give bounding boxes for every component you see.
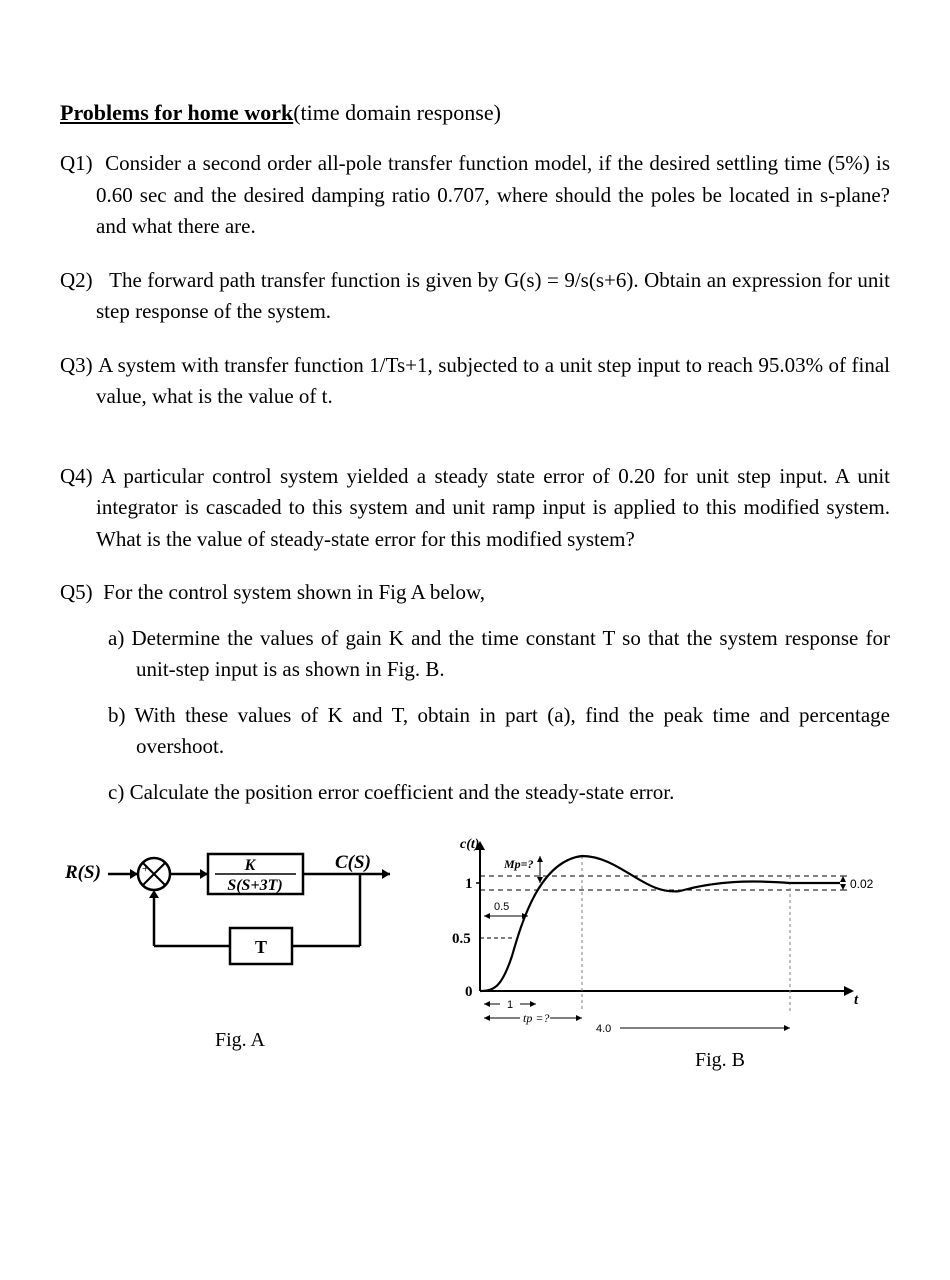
response-plot-svg: c(t) 1 0.5 0 0.02 — [440, 836, 880, 1036]
q5-label: Q5) — [60, 580, 93, 604]
output-label: C(S) — [335, 852, 371, 873]
q1-text: Consider a second order all-pole transfe… — [96, 151, 890, 238]
question-3: Q3) A system with transfer function 1/Ts… — [60, 350, 890, 413]
block-diagram-svg: R(S) + − K S(S+3T) — [60, 836, 420, 1016]
q5-text: For the control system shown in Fig A be… — [103, 580, 485, 604]
tp-label: tp =? — [523, 1011, 549, 1025]
q4-text: A particular control system yielded a st… — [96, 464, 890, 551]
title-underline: Problems for home work — [60, 100, 293, 125]
figure-b-caption: Fig. B — [560, 1049, 880, 1072]
q1-label: Q1) — [60, 151, 93, 175]
figure-a: R(S) + − K S(S+3T) — [60, 836, 420, 1052]
question-1: Q1) Consider a second order all-pole tra… — [60, 148, 890, 243]
q5-part-c: c) Calculate the position error coeffici… — [60, 777, 890, 809]
question-2: Q2) The forward path transfer function i… — [60, 265, 890, 328]
figures-row: R(S) + − K S(S+3T) — [60, 836, 890, 1072]
block-numerator: K — [244, 857, 257, 874]
x-axis-label: t — [854, 992, 859, 1008]
q2-text: The forward path transfer function is gi… — [96, 268, 890, 324]
ytick-0: 0 — [465, 984, 473, 1000]
block-denominator: S(S+3T) — [227, 877, 282, 894]
inner-05: 0.5 — [494, 901, 509, 913]
x-1: 1 — [507, 999, 513, 1011]
ytick-05: 0.5 — [452, 931, 471, 947]
mp-label: Mp=? — [503, 857, 534, 871]
page-title: Problems for home work(time domain respo… — [60, 100, 890, 126]
q3-text: A system with transfer function 1/Ts+1, … — [96, 353, 890, 409]
y-axis-label: c(t) — [460, 837, 479, 852]
q5-part-b: b) With these values of K and T, obtain … — [60, 700, 890, 763]
title-tail: (time domain response) — [293, 100, 501, 125]
right-002: 0.02 — [850, 877, 874, 891]
feedback-block: T — [255, 937, 267, 957]
q3-label: Q3) — [60, 353, 93, 377]
q2-label: Q2) — [60, 268, 93, 292]
question-4: Q4) A particular control system yielded … — [60, 461, 890, 556]
input-label: R(S) — [64, 862, 101, 883]
q4-label: Q4) — [60, 464, 93, 488]
q5-part-a: a) Determine the values of gain K and th… — [60, 623, 890, 686]
svg-text:+: + — [142, 861, 149, 875]
figure-a-caption: Fig. A — [60, 1029, 420, 1052]
x-4: 4.0 — [596, 1023, 611, 1035]
question-5: Q5) For the control system shown in Fig … — [60, 577, 890, 609]
ytick-1: 1 — [465, 876, 473, 892]
figure-b: c(t) 1 0.5 0 0.02 — [440, 836, 880, 1072]
